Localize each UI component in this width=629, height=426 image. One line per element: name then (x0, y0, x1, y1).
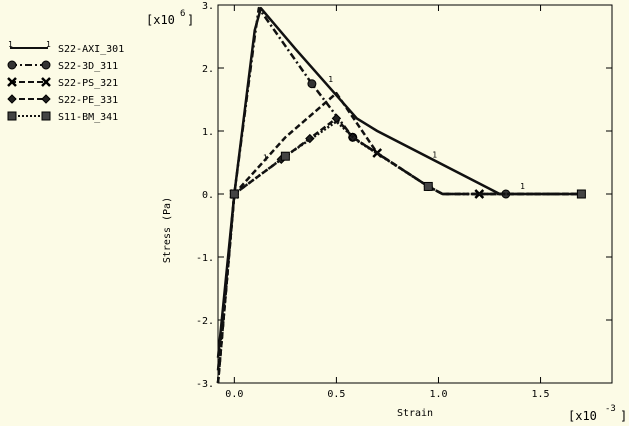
series-s22-ps-321 (216, 91, 582, 384)
legend-item: S11-BM_341 (7, 111, 118, 123)
y-tick-label: -3. (196, 379, 214, 390)
legend-marker-start (7, 111, 17, 121)
axis-ticks (218, 4, 612, 384)
data-point-marker (229, 189, 239, 199)
series-s22-pe-331 (216, 113, 582, 384)
legend-label: S11-BM_341 (58, 112, 118, 123)
legend-id-left: 1 (8, 40, 13, 49)
series-s22-axi-301: 11 11 (216, 6, 582, 358)
legend-marker-start (7, 60, 17, 70)
x-tick-label: 1.5 (532, 389, 550, 400)
y-tick-label: 2. (202, 64, 214, 75)
y-tick-label: 0. (202, 190, 214, 201)
legend-item: S22-PE_331 (7, 94, 118, 106)
y-multiplier: [x10 6 ] (146, 9, 194, 27)
legend-label: S22-3D_311 (58, 61, 118, 72)
x-multiplier-close: ] (620, 409, 627, 423)
legend-item: 1 1 S22-AXI_301 (8, 40, 124, 55)
legend-marker-end (41, 77, 51, 87)
x-multiplier-base: [x10 (568, 409, 597, 423)
tick-labels: 0.0 0.5 1.0 1.5 3. 2. 1. 0. -1. -2. -3. (196, 1, 550, 400)
curve-id-label: 1 (432, 150, 437, 159)
curve-id-label: 1 (520, 182, 525, 191)
legend-item: S22-PS_321 (7, 77, 118, 89)
series-line (216, 6, 582, 371)
x-multiplier-exp: -3 (605, 404, 616, 414)
x-tick-label: 1.0 (429, 389, 447, 400)
y-tick-label: 1. (202, 127, 214, 138)
series-line (216, 6, 582, 358)
legend-marker-end (41, 111, 51, 121)
y-multiplier-exp: 6 (180, 9, 185, 19)
data-point-marker (423, 181, 433, 191)
curve-id-label: 1 (328, 75, 333, 84)
y-multiplier-base: [x10 (146, 13, 175, 27)
x-tick-label: 0.5 (327, 389, 345, 400)
legend-label: S22-PS_321 (58, 78, 118, 89)
series-line (216, 120, 582, 384)
series-layer: 11 11 (216, 6, 586, 384)
y-axis-label: Stress (Pa) (162, 197, 173, 263)
series-s22-3d-311 (216, 6, 582, 371)
y-tick-label: -2. (196, 316, 214, 327)
legend-marker-start (7, 94, 17, 104)
legend-marker-end (41, 94, 51, 104)
data-point-marker (280, 151, 290, 161)
legend-label: S22-PE_331 (58, 95, 118, 106)
x-multiplier: [x10 -3 ] (568, 404, 627, 423)
data-point-marker (307, 79, 317, 89)
y-tick-label: 3. (202, 1, 214, 12)
legend-item: S22-3D_311 (7, 60, 118, 72)
y-tick-label: -1. (196, 253, 214, 264)
legend-marker-start (7, 77, 17, 87)
data-point-marker (331, 113, 342, 124)
legend: 1 1 S22-AXI_301 S22-3D_311 S22-PS_321 S22-PE_… (7, 40, 124, 123)
legend-label: S22-AXI_301 (58, 44, 124, 55)
x-tick-label: 0.0 (225, 389, 243, 400)
legend-id-right: 1 (46, 40, 51, 49)
y-multiplier-close: ] (187, 13, 194, 27)
data-point-marker (576, 189, 586, 199)
series-s11-bm-341 (216, 120, 586, 384)
legend-marker-end (41, 60, 51, 70)
series-line (216, 117, 582, 384)
x-axis-label: Strain (397, 408, 433, 419)
series-line (216, 91, 582, 384)
